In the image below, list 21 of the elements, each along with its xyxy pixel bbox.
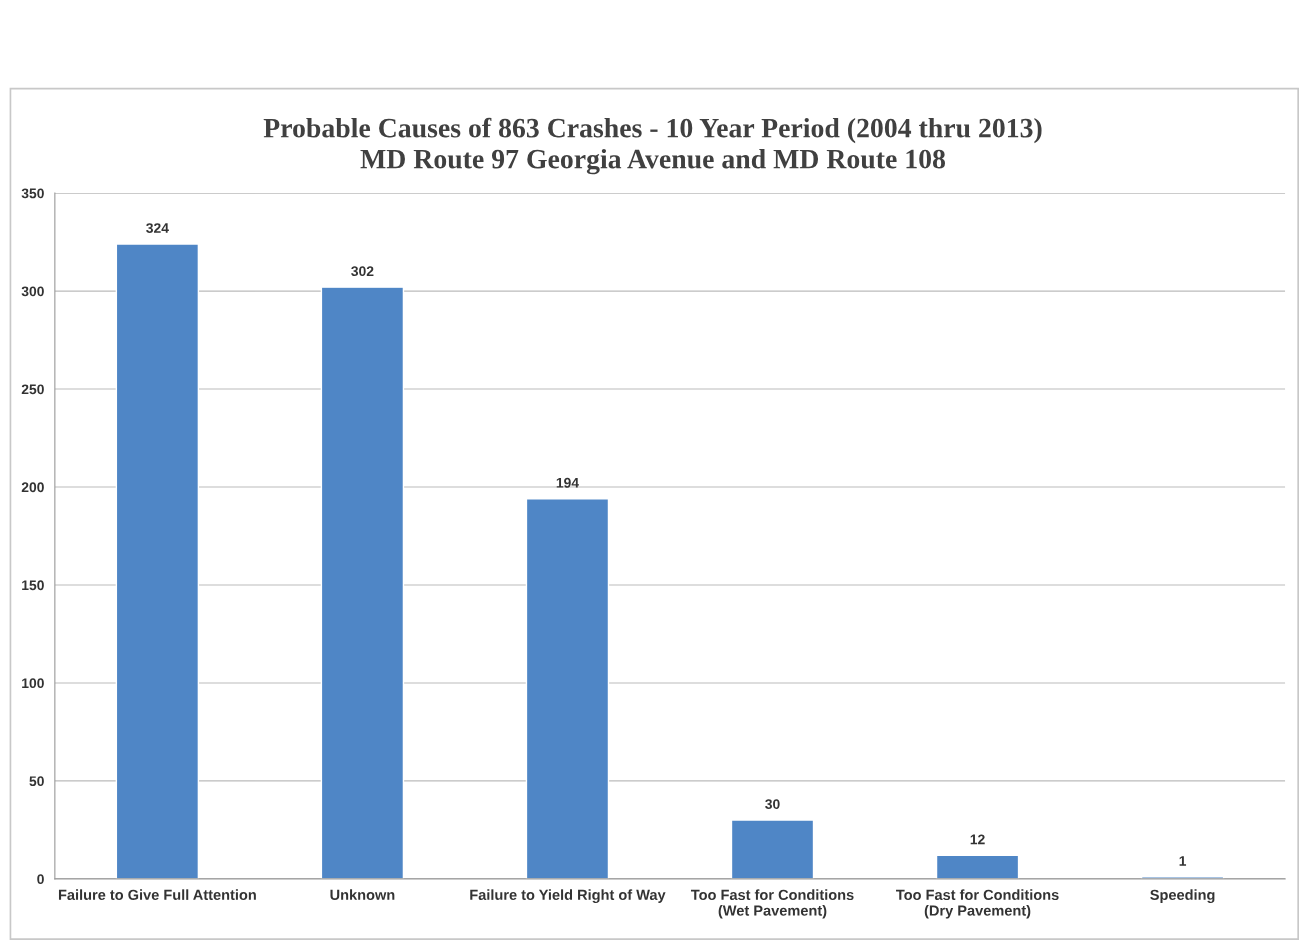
x-tick-label: Too Fast for Conditions (Dry Pavement) bbox=[896, 889, 1059, 919]
y-tick-label: 350 bbox=[21, 188, 44, 199]
x-tick-label: Failure to Yield Right of Way bbox=[470, 889, 666, 903]
x-tick-label: Too Fast for Conditions (Wet Pavement) bbox=[690, 889, 854, 919]
y-tick-label: 150 bbox=[22, 580, 44, 591]
y-tick-label: 200 bbox=[21, 482, 44, 493]
data-label: 194 bbox=[556, 477, 579, 488]
y-tick-label: 0 bbox=[37, 874, 44, 885]
y-tick-label: 100 bbox=[22, 678, 44, 689]
y-tick-label: 250 bbox=[21, 384, 44, 395]
data-label: 12 bbox=[970, 834, 985, 845]
y-tick-label: 50 bbox=[29, 776, 44, 787]
chart-title: Probable Causes of 863 Crashes - 10 Year Period (2004 thru 2013) MD Route 97 Georgia Avenue and MD Route 108 bbox=[263, 117, 1042, 175]
data-label: 1 bbox=[1179, 856, 1187, 866]
data-label: 302 bbox=[351, 266, 374, 277]
x-tick-label: Failure to Give Full Attention bbox=[58, 889, 256, 901]
x-tick-label: Unknown bbox=[330, 889, 395, 901]
data-label: 30 bbox=[765, 799, 780, 810]
x-tick-label: Speeding bbox=[1150, 889, 1215, 903]
data-label: 324 bbox=[146, 223, 169, 233]
y-tick-label: 300 bbox=[21, 286, 44, 297]
